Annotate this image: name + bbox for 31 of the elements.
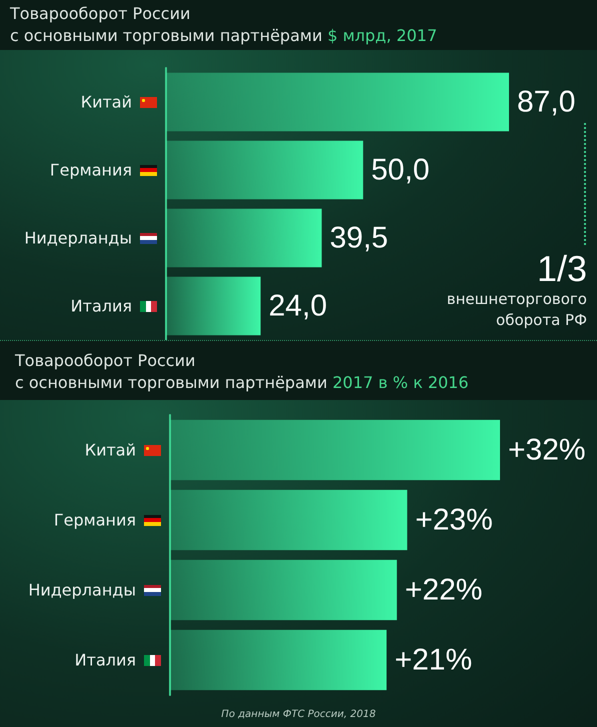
bar (166, 72, 509, 132)
chart-title: Товарооборот России с основными торговыми партнёрами (15, 351, 328, 392)
chart-subtitle: $ млрд, 2017 (327, 26, 438, 45)
y-tick-label: Нидерланды (24, 228, 132, 248)
data-label: 24,0 (268, 290, 328, 322)
chart-subtitle: 2017 в % к 2016 (332, 373, 469, 392)
data-label: 87,0 (517, 86, 576, 118)
chart-title: Товарооборот России с основными торговыми партнёрами (10, 4, 322, 45)
y-tick-label: Германия (54, 510, 136, 530)
data-label: +21% (394, 644, 472, 676)
bar (170, 630, 387, 690)
bar (170, 420, 500, 480)
text: 1/3 (536, 248, 587, 289)
y-tick-label: Китай (80, 92, 132, 112)
data-label: +22% (404, 574, 482, 606)
bar (166, 140, 364, 200)
data-label: +32% (508, 434, 586, 466)
bar (170, 490, 408, 550)
data-label: 39,5 (330, 222, 388, 254)
y-tick-label: Италия (70, 296, 132, 316)
annotation: внешнеторгового оборота РФ (446, 289, 587, 331)
data-label: +23% (415, 504, 493, 536)
y-tick-label: Нидерланды (28, 580, 136, 600)
y-tick-label: Италия (74, 650, 136, 670)
bar (170, 560, 397, 620)
y-tick-label: Германия (50, 160, 132, 180)
data-label: 50,0 (371, 154, 430, 186)
bar (166, 208, 322, 268)
y-tick-label: Китай (84, 440, 136, 460)
bar (166, 276, 261, 336)
text: По данным ФТС России, 2018 (220, 708, 377, 722)
